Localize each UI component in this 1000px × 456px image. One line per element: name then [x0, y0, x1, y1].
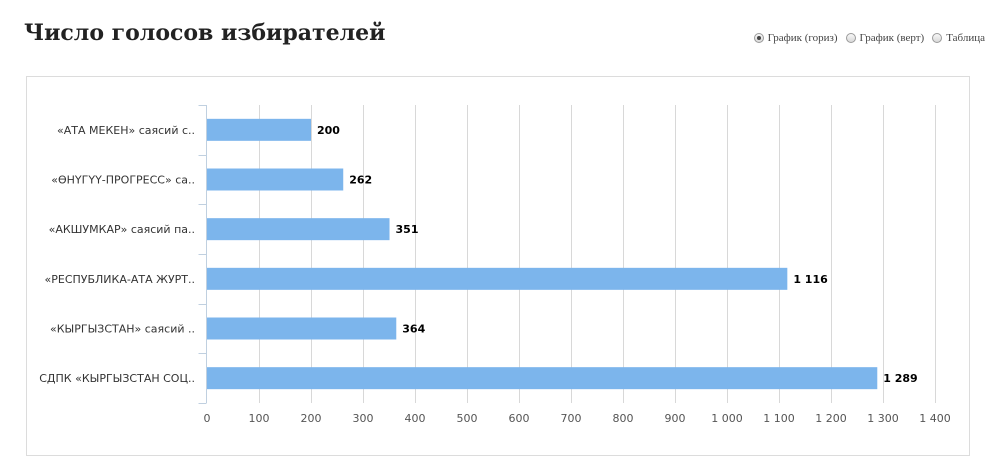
x-tick-label: 500 [457, 412, 478, 425]
category-label: «РЕСПУБЛИКА-АТА ЖУРТ.. [45, 273, 195, 286]
page-title: Число голосов избирателей [24, 20, 386, 46]
x-tick-label: 400 [405, 412, 426, 425]
x-tick-label: 900 [665, 412, 686, 425]
x-tick-label: 1 300 [867, 412, 899, 425]
radio-table[interactable] [932, 33, 943, 43]
category-label: СДПК «КЫРГЫЗСТАН СОЦ.. [39, 372, 195, 385]
view-option-horizontal[interactable]: График (гориз) [753, 32, 838, 44]
bar [207, 118, 311, 141]
bar [207, 267, 788, 290]
view-switch: График (гориз) График (верт) Таблица [746, 32, 985, 44]
data-label: 1 289 [883, 372, 917, 385]
view-option-table-label: Таблица [946, 32, 985, 44]
x-tick-label: 1 200 [815, 412, 847, 425]
data-label: 351 [396, 223, 419, 236]
x-tick-label: 1 000 [711, 412, 743, 425]
x-tick-label: 0 [204, 412, 211, 425]
radio-vertical[interactable] [845, 33, 856, 43]
view-option-vertical[interactable]: График (верт) [845, 32, 925, 44]
bar [207, 218, 390, 241]
chart-panel: «АТА МЕКЕН» саясий с.. 200 «ӨНҮГҮҮ-ПРОГРЕС… [26, 76, 970, 456]
category-label: «КЫРГЫЗСТАН» саясий .. [50, 323, 195, 336]
x-tick-label: 200 [301, 412, 322, 425]
data-label: 262 [349, 174, 372, 187]
data-label: 200 [317, 124, 340, 137]
category-label: «ӨНҮГҮҮ-ПРОГРЕСС» са.. [51, 174, 195, 187]
bar [207, 367, 878, 390]
radio-horizontal[interactable] [753, 33, 764, 43]
bar [207, 317, 397, 340]
bar-chart: «АТА МЕКЕН» саясий с.. 200 «ӨНҮГҮҮ-ПРОГРЕС… [39, 105, 951, 425]
x-tick-label: 100 [249, 412, 270, 425]
view-option-horizontal-label: График (гориз) [767, 32, 838, 44]
view-option-table[interactable]: Таблица [932, 32, 985, 44]
x-tick-label: 1 400 [919, 412, 951, 425]
bar [207, 168, 344, 191]
x-tick-label: 800 [613, 412, 634, 425]
x-tick-label: 1 100 [763, 412, 795, 425]
data-label: 364 [402, 323, 425, 336]
view-option-vertical-label: График (верт) [859, 32, 925, 44]
category-label: «АТА МЕКЕН» саясий с.. [57, 124, 195, 137]
data-label: 1 116 [793, 273, 828, 286]
x-tick-label: 300 [353, 412, 374, 425]
category-label: «АКШУМКАР» саясий па.. [49, 223, 195, 236]
x-tick-label: 600 [509, 412, 530, 425]
x-tick-label: 700 [561, 412, 582, 425]
